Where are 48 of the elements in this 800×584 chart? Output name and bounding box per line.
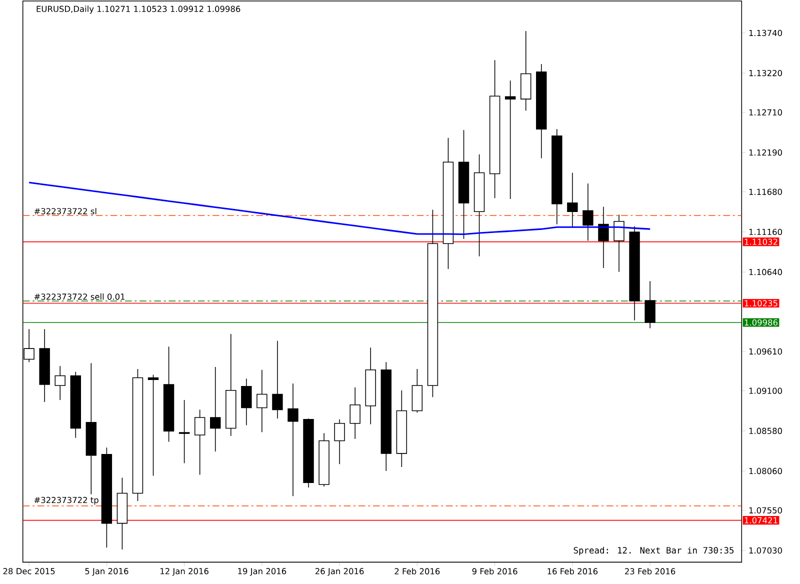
x-tick-label: 19 Jan 2016: [238, 568, 286, 576]
y-tick-label: 1.11680: [749, 188, 782, 196]
y-tick-label: 1.08060: [749, 468, 782, 474]
x-tick-label: 16 Feb 2016: [548, 568, 598, 575]
ref-line-label: #322373722 tp: [34, 497, 98, 505]
y-tick-label: 1.09100: [749, 388, 782, 394]
candlestick: [334, 419, 345, 465]
x-tick-label: 9 Feb 2016: [472, 568, 518, 575]
candlestick: [350, 387, 360, 440]
candlestick: [614, 214, 624, 272]
x-tick-label: 5 Jan 2016: [85, 568, 128, 576]
candlestick: [148, 374, 159, 476]
candlestick: [256, 370, 268, 433]
candlestick: [504, 80, 516, 200]
candlestick: [582, 183, 594, 242]
y-tick-label: 1.10640: [749, 269, 782, 276]
y-tick-label: 1.07550: [749, 507, 782, 514]
x-tick-label: 26 Jan 2016: [315, 568, 364, 576]
x-tick-label: 28 Dec 2015: [3, 568, 55, 574]
x-tick-label: 12 Jan 2016: [160, 568, 208, 576]
y-tick-label: 1.13740: [749, 30, 782, 36]
candlestick: [54, 366, 66, 401]
text: EURUSD,Daily 1.10271 1.10523 1.09912 1.09986: [36, 6, 240, 14]
ref-line-label: 1.07421: [744, 517, 778, 524]
y-tick-label: 1.08580: [749, 428, 782, 434]
y-tick-label: 1.13220: [749, 70, 782, 76]
candlestick: [194, 410, 206, 476]
ref-line-label: #322373722 sl: [34, 208, 96, 215]
candlestick: [288, 383, 298, 497]
candlestick: [644, 280, 656, 329]
y-tick-label: 1.12190: [749, 150, 782, 156]
y-tick-label: 1.12710: [749, 109, 782, 116]
candlestick: [272, 340, 283, 420]
ref-line-label: 1.09986: [744, 320, 778, 326]
candlestick: [598, 206, 609, 269]
ref-line-label: 1.11032: [744, 238, 778, 246]
y-tick-label: 1.09610: [749, 348, 782, 355]
y-tick-label: 1.11160: [749, 229, 782, 236]
candlestick: [210, 366, 221, 452]
candlestick: [178, 400, 190, 464]
ref-line-label: 1.10235: [744, 300, 778, 307]
x-tick-label: 2 Feb 2016: [394, 568, 440, 575]
ref-line-label: #322373722 sell 0.01: [34, 294, 125, 300]
y-tick-label: 1.07030: [749, 548, 782, 554]
annotation: Spread: 12. Next Bar in 730:35: [574, 547, 734, 556]
candlestick: [567, 172, 578, 228]
candlestick: [241, 378, 252, 426]
x-tick-label: 23 Feb 2016: [625, 568, 676, 575]
